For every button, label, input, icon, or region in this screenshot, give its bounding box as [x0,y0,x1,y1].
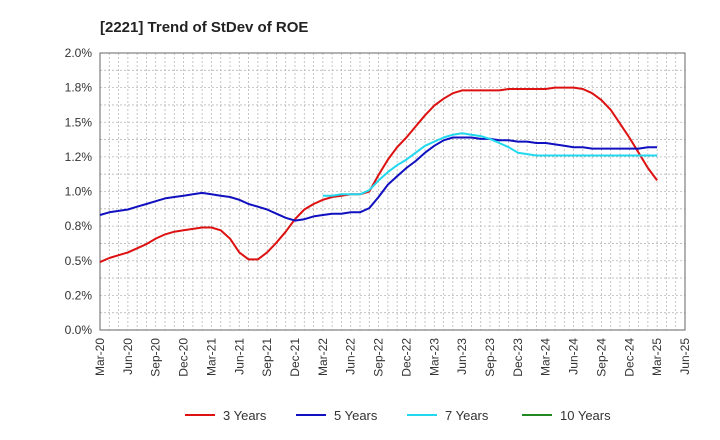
x-tick-label: Jun-20 [121,338,135,375]
legend: 3 Years 5 Years 7 Years 10 Years [185,408,611,423]
series-lines [99,86,658,264]
x-tick-label: Sep-24 [594,338,608,377]
y-tick-label: 0.2% [65,288,93,302]
x-tick-label: Sep-22 [372,338,386,377]
x-tick-label: Mar-24 [539,338,553,376]
series-line-2 [99,136,658,222]
x-tick-label: Mar-20 [93,338,107,376]
legend-label: 7 Years [445,408,489,423]
x-tick-label: Jun-22 [344,338,358,375]
chart-title: [2221] Trend of StDev of ROE [100,19,308,36]
y-axis-ticks: 0.0% 0.2% 0.5% 0.8% 1.0% 1.2% 1.5% 1.8% 2.0% [65,46,93,337]
x-tick-label: Jun-23 [455,338,469,375]
legend-label: 5 Years [334,408,378,423]
x-tick-label: Dec-23 [511,338,525,377]
grid-lines [99,52,686,331]
x-tick-label: Mar-21 [204,338,218,376]
series-line-3 [322,132,658,197]
y-tick-label: 0.5% [65,254,93,268]
y-tick-label: 1.5% [65,115,93,129]
y-tick-label: 1.0% [65,185,93,199]
y-tick-label: 1.8% [65,81,93,95]
x-tick-label: Jun-25 [678,338,692,375]
x-tick-label: Mar-22 [316,338,330,376]
series-line-1 [99,86,658,264]
x-tick-label: Dec-24 [622,338,636,377]
x-tick-label: Sep-23 [483,338,497,377]
y-tick-label: 2.0% [65,46,93,60]
legend-label: 3 Years [223,408,267,423]
x-tick-label: Sep-20 [149,338,163,377]
x-tick-label: Jun-24 [567,338,581,375]
x-tick-label: Dec-21 [288,338,302,377]
x-tick-label: Mar-23 [427,338,441,376]
y-tick-label: 0.0% [65,323,93,337]
x-tick-label: Dec-22 [399,338,413,377]
x-axis-ticks: Mar-20 Jun-20 Sep-20 Dec-20 Mar-21 Jun-21 Sep-… [93,338,692,377]
plot-area [99,52,686,331]
legend-label: 10 Years [560,408,611,423]
x-tick-label: Mar-25 [650,338,664,376]
y-tick-label: 1.2% [65,150,93,164]
y-tick-label: 0.8% [65,219,93,233]
x-tick-label: Dec-20 [177,338,191,377]
x-tick-label: Sep-21 [260,338,274,377]
x-tick-label: Jun-21 [232,338,246,375]
